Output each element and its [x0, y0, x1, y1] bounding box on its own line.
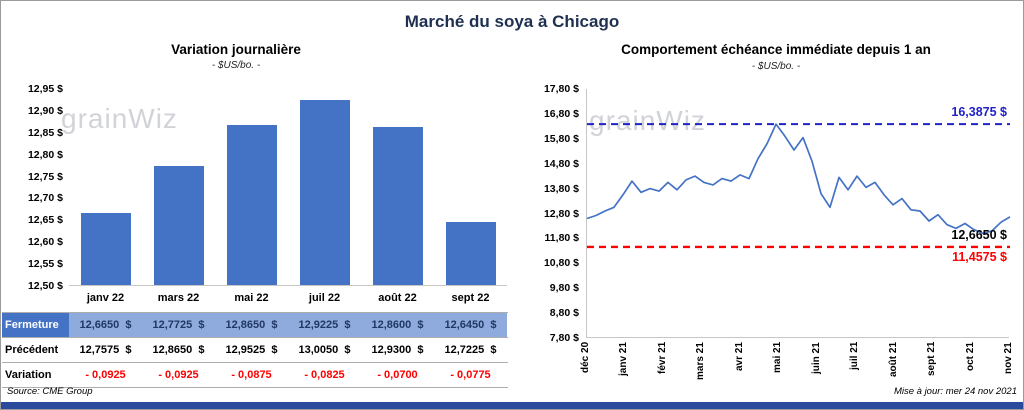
bar-x-label: mai 22 — [234, 292, 269, 304]
line-y-tick-label: 14,80 $ — [543, 157, 579, 170]
row-label-precedent: Précédent — [5, 344, 59, 356]
line-x-label: juin 21 — [810, 342, 822, 374]
line-x-label: janv 21 — [618, 342, 630, 376]
line-y-tick-label: 11,80 $ — [544, 232, 579, 245]
line-y-tick-label: 12,80 $ — [543, 207, 579, 220]
row-label-variation: Variation — [5, 369, 52, 381]
table-cell: - 0,0875 — [231, 369, 272, 381]
line-y-tick-label: 8,80 $ — [549, 307, 579, 320]
line-x-label: déc 20 — [580, 342, 591, 374]
bar-chart-subtitle: - $US/bo. - — [211, 60, 261, 71]
table-cell: - 0,0825 — [304, 369, 345, 381]
line-y-axis: 7,80 $ 8,80 $ 9,80 $ 10,80 $ 11,80 $ 12,80 $ 1… — [517, 83, 579, 344]
line-y-tick-label: 10,80 $ — [543, 257, 579, 270]
bar-y-tick-label: 12,70 $ — [27, 192, 63, 205]
table-cell: - 0,0700 — [377, 369, 418, 381]
line-x-label: oct 21 — [964, 342, 976, 371]
table-row-variation: Variation - 0,0925 - 0,0925 - 0,0875 - 0,082… — [2, 363, 508, 388]
line-y-tick-label: 7,80 $ — [549, 332, 579, 344]
bar-janv-22 — [80, 212, 131, 285]
line-y-tick-label: 15,80 $ — [543, 132, 579, 145]
line-chart-title: Comportement échéance immédiate depuis 1… — [621, 42, 931, 57]
min-price-label: 11,4575 $ — [952, 249, 1007, 264]
bar-y-axis: 12,50 $ 12,55 $ 12,60 $ 12,65 $ 12,70 $ 12,75… — [13, 83, 63, 292]
table-cell: 12,7725 $ — [142, 313, 215, 337]
bar-chart-title: Variation journalière — [171, 42, 301, 57]
bar-x-label: sept 22 — [451, 292, 490, 304]
bar-y-tick-label: 12,60 $ — [27, 236, 63, 249]
table-cell: - 0,0925 — [85, 369, 126, 381]
line-plot-area: 16,3875 $ 12,6650 $ 11,4575 $ — [586, 89, 1011, 338]
table-cell: 12,6650 $ — [69, 313, 142, 337]
line-x-label: sept 21 — [926, 342, 938, 377]
bar-x-label: mars 22 — [157, 292, 200, 304]
bar-x-axis: janv 22 mars 22 mai 22 juil 22 août 22 sept 2… — [69, 292, 507, 304]
line-x-axis: déc 20 janv 21 févr 21 mars 21 avr 21 mai 21 j… — [580, 342, 1014, 392]
table-cell: 13,0050 $ — [298, 344, 351, 356]
table-cell: 12,8600 $ — [361, 313, 434, 337]
table-row-fermeture: Fermeture 12,6650 $12,7725 $12,8650 $12,9… — [2, 313, 508, 338]
bar-x-label: juil 22 — [308, 292, 341, 304]
line-y-tick-label: 13,80 $ — [543, 182, 579, 195]
page-title: Marché du soya à Chicago — [404, 12, 620, 31]
table-cell: 12,9225 $ — [288, 313, 361, 337]
bar-mars-22 — [153, 165, 204, 285]
bar-y-tick-label: 12,85 $ — [27, 126, 63, 139]
line-chart-svg — [586, 123, 1011, 249]
last-price-label: 12,6650 $ — [951, 227, 1007, 242]
table-cell: 12,9300 $ — [371, 344, 424, 356]
table-cell: 12,8650 $ — [152, 344, 205, 356]
line-y-tick-label: 9,80 $ — [549, 282, 579, 295]
line-x-label: févr 21 — [656, 342, 668, 375]
bar-y-tick-label: 12,90 $ — [27, 104, 63, 117]
line-x-label: août 21 — [887, 342, 899, 378]
bar-x-label: janv 22 — [86, 292, 125, 304]
max-price-label: 16,3875 $ — [951, 105, 1007, 120]
line-chart-subtitle: - $US/bo. - — [751, 61, 801, 72]
bar-y-tick-label: 12,65 $ — [27, 214, 63, 227]
bar-août-22 — [372, 127, 423, 285]
bar-y-tick-label: 12,80 $ — [27, 148, 63, 161]
line-y-tick-label: 16,80 $ — [543, 107, 579, 120]
table-cell: - 0,0925 — [158, 369, 199, 381]
bar-y-tick-label: 12,95 $ — [27, 83, 63, 95]
bar-plot-area — [69, 89, 507, 286]
bar-sept-22 — [445, 221, 496, 285]
updated-note: Mise à jour: mer 24 nov 2021 — [893, 386, 1017, 397]
row-label-fermeture: Fermeture — [2, 313, 69, 337]
bar-x-label: août 22 — [378, 292, 417, 304]
bottom-accent-bar — [1, 402, 1023, 409]
bar-y-tick-label: 12,50 $ — [27, 280, 63, 292]
bar-y-tick-label: 12,55 $ — [27, 258, 63, 271]
line-x-label: nov 21 — [1003, 342, 1014, 374]
table-cell: 12,9525 $ — [225, 344, 278, 356]
bar-juil-22 — [299, 100, 350, 285]
table-cell: 12,6450 $ — [434, 313, 507, 337]
table-cell: 12,7225 $ — [444, 344, 497, 356]
line-x-label: avr 21 — [733, 342, 745, 371]
line-y-tick-label: 17,80 $ — [543, 83, 579, 95]
line-x-label: mars 21 — [695, 342, 707, 380]
bar-mai-22 — [226, 125, 277, 285]
quote-table: Fermeture 12,6650 $12,7725 $12,8650 $12,9… — [2, 312, 508, 388]
table-cell: 12,7575 $ — [79, 344, 132, 356]
table-cell: 12,8650 $ — [215, 313, 288, 337]
source-note: Source: CME Group — [7, 386, 93, 397]
line-x-label: juil 21 — [849, 342, 861, 371]
table-row-precedent: Précédent 12,7575 $ 12,8650 $ 12,9525 $ 13,0… — [2, 338, 508, 363]
table-cell: - 0,0775 — [450, 369, 491, 381]
price-line — [586, 123, 1011, 235]
line-x-label: mai 21 — [772, 342, 784, 374]
bar-y-tick-label: 12,75 $ — [27, 170, 63, 183]
